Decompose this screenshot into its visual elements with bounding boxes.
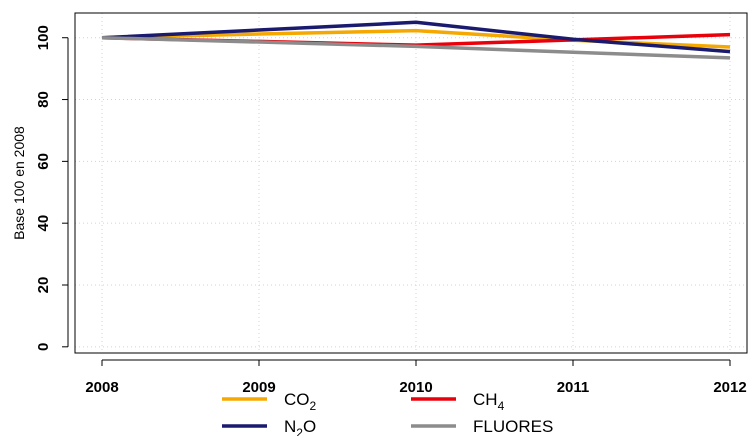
x-tick-label: 2008 <box>85 379 118 396</box>
legend-label: N2O <box>284 417 316 436</box>
x-tick-label: 2010 <box>399 379 432 396</box>
y-tick-label: 60 <box>35 153 52 170</box>
legend-label: CO2 <box>284 390 317 413</box>
y-axis-label: Base 100 en 2008 <box>11 126 27 240</box>
grid-lines <box>75 13 747 353</box>
y-tick-label: 20 <box>35 277 52 294</box>
legend: CO2 CH4 N2O FLUORES <box>222 390 553 436</box>
plot-frame <box>74 12 748 354</box>
x-axis: 2008 2009 2010 2011 2012 <box>85 359 747 396</box>
y-tick-label: 0 <box>35 343 52 351</box>
y-tick-label: 100 <box>35 25 52 50</box>
x-tick-label: 2012 <box>713 379 746 396</box>
series-lines <box>101 20 731 60</box>
series-line <box>101 20 731 54</box>
y-axis: 0 20 40 60 80 100 <box>35 25 69 351</box>
y-tick-label: 80 <box>35 91 52 108</box>
y-tick-label: 40 <box>35 215 52 232</box>
x-tick-label: 2011 <box>557 379 590 396</box>
legend-label: FLUORES <box>473 417 553 436</box>
x-tick-label: 2009 <box>242 379 275 396</box>
legend-label: CH4 <box>473 390 505 413</box>
series-line <box>101 35 731 60</box>
